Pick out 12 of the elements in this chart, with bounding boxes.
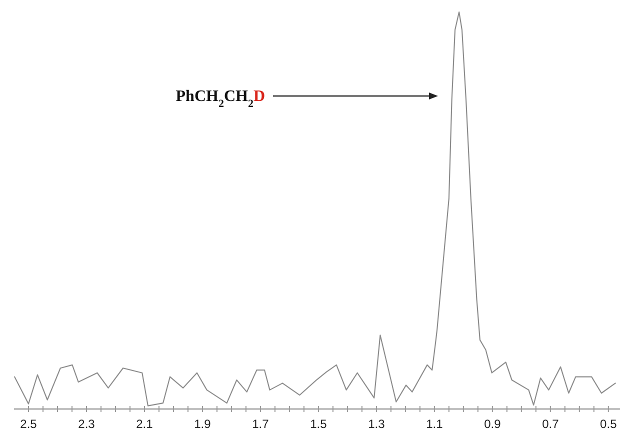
x-tick-label: 2.3 [78,417,96,431]
x-tick-label: 0.7 [542,417,560,431]
x-tick-label: 2.5 [20,417,38,431]
x-tick-label: 2.1 [136,417,154,431]
x-tick-label: 0.5 [600,417,618,431]
x-tick-label: 1.7 [252,417,270,431]
x-tick-label: 1.3 [368,417,386,431]
x-tick-label: 1.1 [426,417,444,431]
x-tick-label: 1.9 [194,417,212,431]
annotation: PhCH$_{2}$CH$_{2}$D [176,88,265,110]
x-tick-label: 1.5 [310,417,328,431]
x-tick-label: 0.9 [484,417,502,431]
